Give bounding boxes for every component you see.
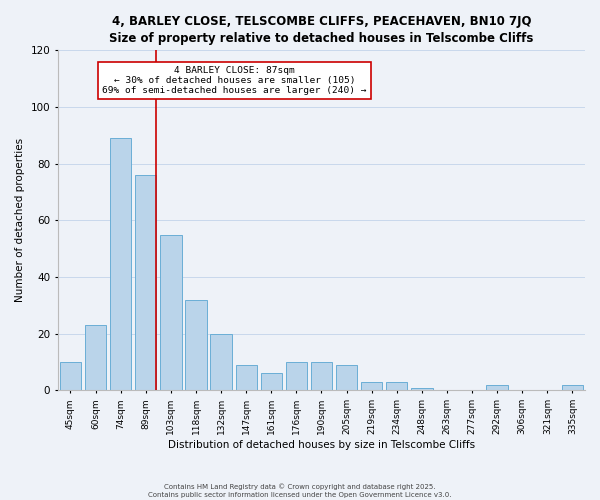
Bar (411, 388, 433, 390)
Bar (361, 382, 382, 390)
Bar (211, 334, 232, 390)
Bar (487, 385, 508, 390)
Bar (160, 234, 182, 390)
Bar (260, 374, 282, 390)
Bar (562, 385, 583, 390)
Y-axis label: Number of detached properties: Number of detached properties (15, 138, 25, 302)
Bar (60, 362, 81, 390)
Title: 4, BARLEY CLOSE, TELSCOMBE CLIFFS, PEACEHAVEN, BN10 7JQ
Size of property relativ: 4, BARLEY CLOSE, TELSCOMBE CLIFFS, PEACE… (109, 15, 533, 45)
Bar (85, 325, 106, 390)
Bar (336, 365, 357, 390)
X-axis label: Distribution of detached houses by size in Telscombe Cliffs: Distribution of detached houses by size … (168, 440, 475, 450)
Text: 4 BARLEY CLOSE: 87sqm
← 30% of detached houses are smaller (105)
69% of semi-det: 4 BARLEY CLOSE: 87sqm ← 30% of detached … (102, 66, 367, 96)
Text: Contains HM Land Registry data © Crown copyright and database right 2025.
Contai: Contains HM Land Registry data © Crown c… (148, 483, 452, 498)
Bar (185, 300, 206, 390)
Bar (311, 362, 332, 390)
Bar (386, 382, 407, 390)
Bar (286, 362, 307, 390)
Bar (110, 138, 131, 390)
Bar (135, 175, 157, 390)
Bar (236, 365, 257, 390)
